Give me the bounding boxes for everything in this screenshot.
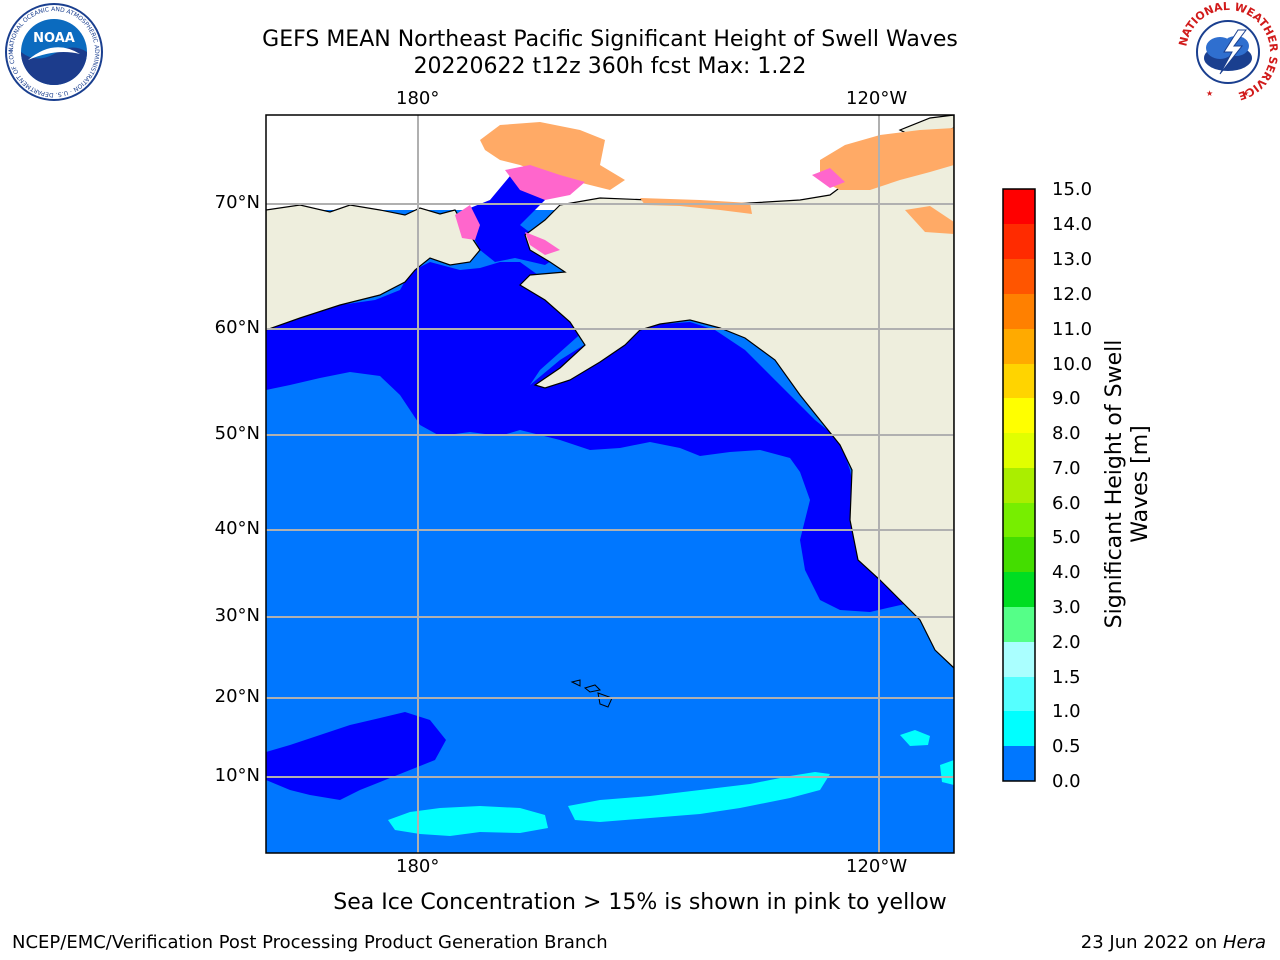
svg-text:★: ★ xyxy=(1242,89,1249,98)
equatorial-swell-band xyxy=(388,806,548,836)
colorbar-swatch xyxy=(1003,224,1035,259)
hawaiian-islands xyxy=(570,679,613,708)
colorbar-swatch xyxy=(1003,259,1035,294)
colorbar-swatch xyxy=(1003,607,1035,642)
colorbar-swatch xyxy=(1003,329,1035,364)
colorbar-swatch xyxy=(1003,189,1035,224)
sea-ice-beaufort-pink xyxy=(812,168,845,188)
lat-label-60n: 60°N xyxy=(214,317,260,338)
colorbar-tick: 8.0 xyxy=(1052,423,1081,444)
colorbar-tick: 10.0 xyxy=(1052,354,1093,375)
colorbar-swatch xyxy=(1003,433,1035,468)
colorbar-swatch xyxy=(1003,364,1035,398)
colorbar-swatch xyxy=(1003,294,1035,329)
colorbar-tick: 11.0 xyxy=(1052,319,1093,340)
colorbar xyxy=(1002,188,1036,782)
svg-text:★: ★ xyxy=(1206,89,1213,98)
colorbar-tick: 7.0 xyxy=(1052,458,1081,479)
lat-label-20n: 20°N xyxy=(214,686,260,707)
colorbar-swatch xyxy=(1003,468,1035,503)
sea-ice-bering-edge xyxy=(455,205,560,255)
colorbar-swatch xyxy=(1003,746,1035,781)
footer-date: 23 Jun 2022 on Hera xyxy=(1081,932,1266,953)
colorbar-tick: 15.0 xyxy=(1052,179,1093,200)
colorbar-tick: 0.0 xyxy=(1052,771,1081,792)
lon-label-bottom-120w: 120°W xyxy=(846,856,908,877)
map-subtitle: 20220622 t12z 360h fcst Max: 1.22 xyxy=(413,54,807,79)
lon-label-bottom-180: 180° xyxy=(396,856,440,877)
nws-logo: NATIONAL WEATHER SERVICE ★ ★ xyxy=(1176,0,1280,103)
colorbar-tick: 6.0 xyxy=(1052,493,1081,514)
colorbar-tick: 14.0 xyxy=(1052,214,1093,235)
lon-label-top-180: 180° xyxy=(396,88,440,109)
colorbar-tick: 1.5 xyxy=(1052,667,1081,688)
colorbar-tick: 5.0 xyxy=(1052,527,1081,548)
equatorial-swell-band-east xyxy=(568,772,830,822)
colorbar-frame xyxy=(1002,188,1036,782)
colorbar-tick: 12.0 xyxy=(1052,284,1093,305)
map-title: GEFS MEAN Northeast Pacific Significant … xyxy=(262,27,958,52)
north-pacific-calm-region xyxy=(266,262,915,612)
colorbar-tick: 0.5 xyxy=(1052,736,1081,757)
sea-ice-beaufort xyxy=(820,128,954,190)
colorbar-swatch xyxy=(1003,711,1035,746)
footer-host: Hera xyxy=(1222,932,1266,953)
lat-label-40n: 40°N xyxy=(214,518,260,539)
colorbar-tick: 13.0 xyxy=(1052,249,1093,270)
colorbar-swatch xyxy=(1003,503,1035,537)
footer-credit: NCEP/EMC/Verification Post Processing Pr… xyxy=(12,932,608,953)
colorbar-swatch xyxy=(1003,398,1035,433)
colorbar-tick: 3.0 xyxy=(1052,597,1081,618)
lat-label-30n: 30°N xyxy=(214,605,260,626)
sea-ice-chukchi xyxy=(480,122,625,190)
lon-label-top-120w: 120°W xyxy=(846,88,908,109)
colorbar-swatch xyxy=(1003,537,1035,572)
graticule xyxy=(266,115,954,853)
colorbar-label: Significant Height of Swell Waves [m] xyxy=(1102,339,1153,629)
sea-ice-note: Sea Ice Concentration > 15% is shown in … xyxy=(333,890,947,915)
noaa-logo-text: NOAA xyxy=(33,31,75,46)
lat-label-70n: 70°N xyxy=(214,192,260,213)
lat-label-10n: 10°N xyxy=(214,765,260,786)
sea-ice-pink-chukchi xyxy=(505,165,585,200)
colorbar-tick: 4.0 xyxy=(1052,562,1081,583)
eastern-swell-patch xyxy=(900,730,954,785)
colorbar-tick: 2.0 xyxy=(1052,632,1081,653)
sea-ice-canada-coast xyxy=(640,198,954,234)
map-frame xyxy=(265,114,955,854)
colorbar-swatch xyxy=(1003,642,1035,677)
siberia-land xyxy=(266,204,481,331)
colorbar-swatch xyxy=(1003,677,1035,711)
footer-date-text: 23 Jun 2022 on xyxy=(1080,932,1223,953)
noaa-logo: NATIONAL OCEANIC AND ATMOSPHERIC ADMINIS… xyxy=(4,2,103,101)
colorbar-tick: 1.0 xyxy=(1052,701,1081,722)
colorbar-tick: 9.0 xyxy=(1052,388,1081,409)
lat-label-50n: 50°N xyxy=(214,423,260,444)
colorbar-swatch xyxy=(1003,572,1035,607)
